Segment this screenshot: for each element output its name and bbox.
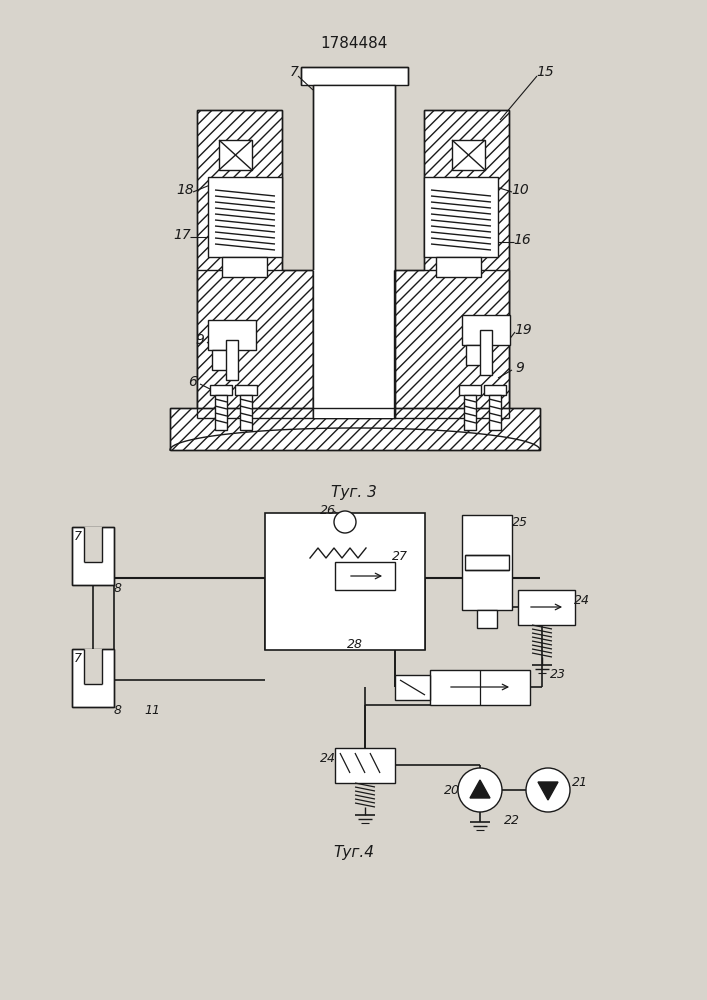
Text: 24: 24: [320, 752, 336, 764]
Text: 7: 7: [290, 65, 298, 79]
Bar: [424, 177, 498, 257]
Bar: [170, 408, 540, 450]
Bar: [464, 395, 476, 430]
Circle shape: [334, 511, 356, 533]
Bar: [430, 670, 530, 705]
Bar: [436, 257, 481, 277]
Bar: [335, 562, 395, 590]
Bar: [465, 555, 509, 570]
Text: Τуг. 3: Τуг. 3: [331, 486, 377, 500]
Text: 11: 11: [144, 704, 160, 716]
Text: 7: 7: [74, 530, 82, 544]
Text: 19: 19: [514, 323, 532, 337]
Bar: [484, 385, 506, 395]
Bar: [210, 385, 232, 395]
Circle shape: [458, 768, 502, 812]
Bar: [424, 110, 509, 418]
Text: 17: 17: [173, 228, 191, 242]
Bar: [226, 340, 238, 380]
Text: 21: 21: [572, 776, 588, 788]
Bar: [197, 270, 313, 418]
Bar: [235, 385, 257, 395]
Text: 18: 18: [176, 183, 194, 197]
Bar: [313, 270, 394, 418]
Text: 24: 24: [574, 593, 590, 606]
Text: 25: 25: [512, 516, 528, 530]
Bar: [335, 748, 395, 783]
Text: 20: 20: [444, 784, 460, 796]
Bar: [462, 515, 512, 610]
Bar: [84, 527, 102, 562]
Bar: [72, 649, 114, 707]
Text: Τуг.4: Τуг.4: [334, 844, 375, 859]
Bar: [212, 350, 232, 370]
Bar: [462, 315, 510, 345]
Bar: [72, 527, 114, 585]
Bar: [215, 395, 227, 430]
Bar: [208, 177, 282, 257]
Bar: [477, 610, 497, 628]
Text: 1784484: 1784484: [320, 36, 387, 51]
Bar: [395, 675, 430, 700]
Text: 22: 22: [504, 814, 520, 826]
Text: 15: 15: [536, 65, 554, 79]
Text: 8: 8: [114, 582, 122, 594]
Bar: [84, 649, 102, 684]
Bar: [265, 513, 425, 650]
Bar: [459, 385, 481, 395]
Text: 8: 8: [114, 704, 122, 716]
Bar: [222, 257, 267, 277]
Text: 28: 28: [347, 639, 363, 652]
Bar: [466, 345, 486, 365]
Text: 6: 6: [189, 375, 197, 389]
Bar: [394, 270, 509, 418]
Bar: [208, 320, 256, 350]
Bar: [480, 330, 492, 375]
Text: 26: 26: [320, 504, 336, 516]
Bar: [219, 140, 252, 170]
Polygon shape: [470, 780, 490, 798]
Polygon shape: [538, 782, 558, 800]
Text: 23: 23: [550, 668, 566, 682]
Bar: [240, 395, 252, 430]
Bar: [518, 590, 575, 625]
Circle shape: [526, 768, 570, 812]
Bar: [313, 85, 395, 418]
Text: 7: 7: [74, 652, 82, 664]
Text: 16: 16: [513, 233, 531, 247]
Text: 10: 10: [511, 183, 529, 197]
Bar: [301, 67, 408, 85]
Text: 9: 9: [196, 333, 204, 347]
Bar: [489, 395, 501, 430]
Bar: [452, 140, 485, 170]
Text: 27: 27: [392, 550, 408, 564]
Text: 9: 9: [515, 361, 525, 375]
Bar: [197, 110, 282, 418]
